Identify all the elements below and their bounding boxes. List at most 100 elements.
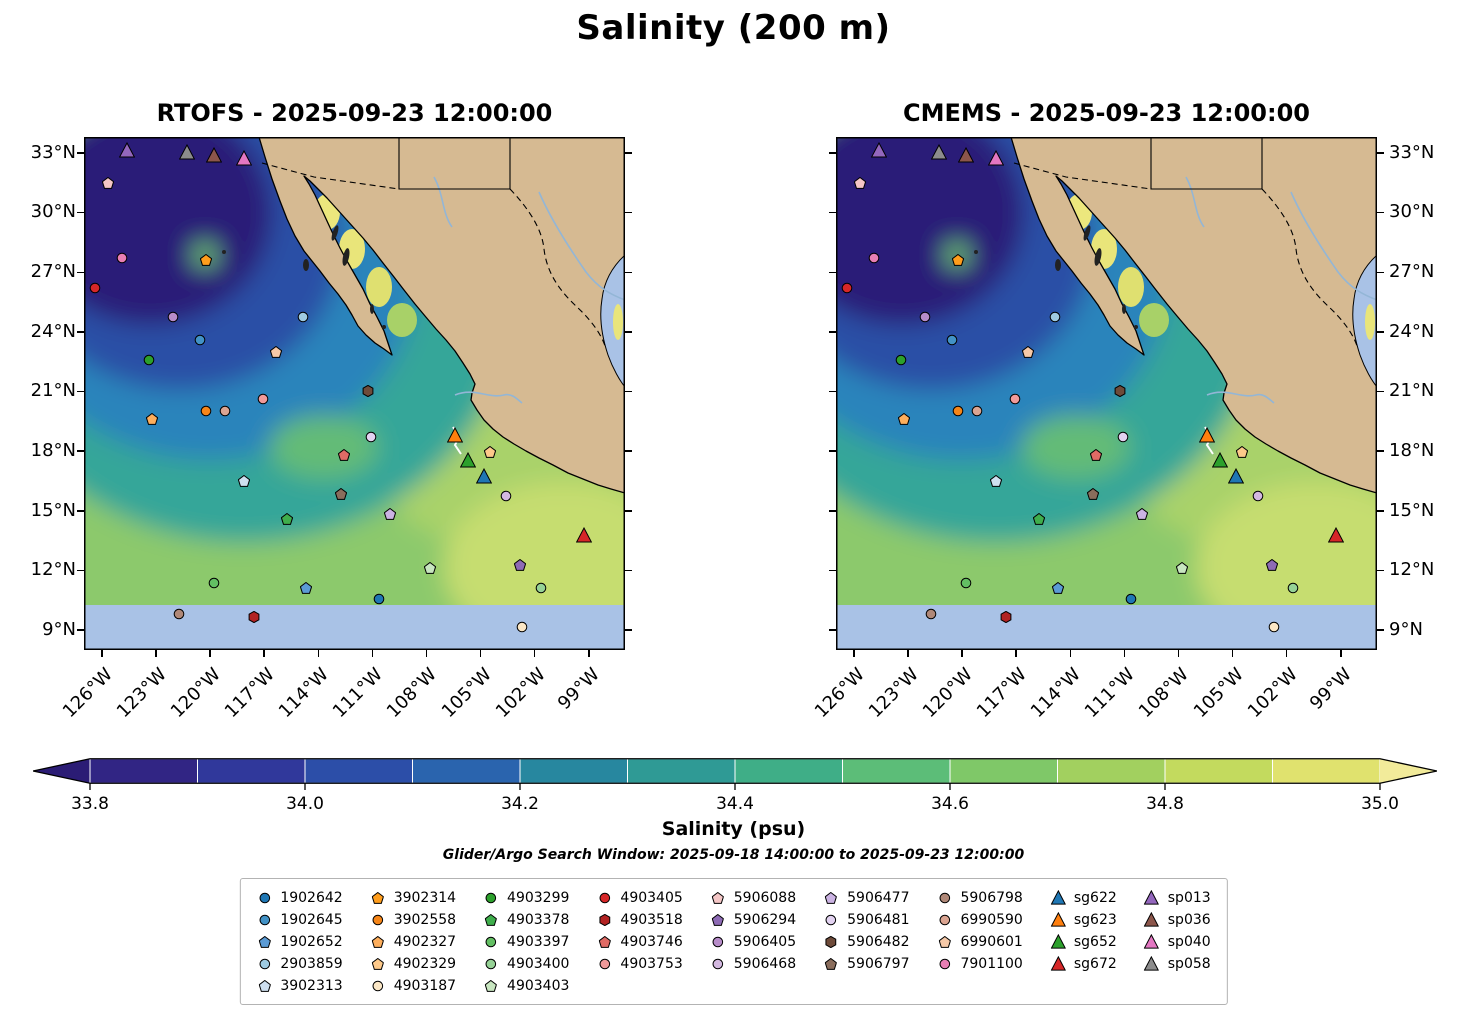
lon-tick <box>263 650 265 657</box>
map-background <box>836 137 1377 650</box>
lon-tick-label: 126°W <box>58 664 117 723</box>
lat-tick <box>829 152 836 154</box>
legend-item: sg623 <box>1050 909 1117 930</box>
float-marker-sg622 <box>1228 467 1245 484</box>
legend-item: 4903405 <box>596 887 683 908</box>
lat-tick-label: 30°N <box>1389 201 1435 223</box>
legend-item-label: 5906294 <box>733 911 797 928</box>
legend-column: 5906477 5906481 5906482 5906797 <box>823 887 909 996</box>
pentagon-marker-icon <box>256 935 272 948</box>
colorbar-label: Salinity (psu) <box>661 818 806 840</box>
float-marker-3902313 <box>989 474 1002 487</box>
lon-tick-label: 120°W <box>166 664 225 723</box>
triangle-marker-icon <box>1050 934 1066 949</box>
float-marker-4903405 <box>841 282 853 294</box>
lon-tick <box>1340 650 1342 657</box>
float-marker-1902642 <box>373 593 385 605</box>
lon-tick <box>1015 650 1017 657</box>
lon-tick-label: 108°W <box>1135 664 1194 723</box>
legend-item: 4902327 <box>370 931 456 952</box>
lon-tick <box>961 650 963 657</box>
lat-tick <box>1377 569 1384 572</box>
pentagon-marker-icon <box>710 891 726 904</box>
float-marker-sp040 <box>235 149 252 166</box>
legend-item: 5906477 <box>823 887 909 908</box>
colorbar <box>32 758 1438 791</box>
lat-tick <box>625 450 632 452</box>
lon-tick <box>209 650 211 657</box>
legend-item-label: 5906797 <box>847 955 910 972</box>
legend-item-label: 2903859 <box>280 955 343 972</box>
legend-item: 4903753 <box>596 953 683 974</box>
triangle-marker-icon <box>1144 956 1160 971</box>
lon-tick-label: 102°W <box>491 664 550 723</box>
float-marker-sp036 <box>957 146 975 163</box>
legend-item: 7901100 <box>936 953 1023 974</box>
float-marker-layer <box>84 137 625 650</box>
lon-tick <box>1069 650 1071 657</box>
triangle-marker-icon <box>1050 912 1066 927</box>
legend-column: 5906798 6990590 6990601 7901100 <box>936 887 1023 996</box>
lat-tick <box>829 569 836 572</box>
circle-marker-icon <box>256 914 272 926</box>
legend-item-label: 5906468 <box>733 955 797 972</box>
float-marker-6990601 <box>1021 346 1035 359</box>
lon-tick-label: 108°W <box>383 664 442 723</box>
float-marker-4903403 <box>424 561 437 574</box>
lon-tick-label: 123°W <box>864 664 923 723</box>
float-marker-5906294 <box>513 559 526 572</box>
political-borders <box>1013 137 1359 350</box>
lat-tick <box>77 629 84 631</box>
legend-item-label: sg652 <box>1073 933 1117 950</box>
float-marker-sp058 <box>178 144 196 160</box>
legend-item: 4903397 <box>483 931 569 952</box>
float-marker-5906405 <box>919 311 931 323</box>
legend-item: 4903403 <box>483 975 569 996</box>
lat-tick-label: 18°N <box>1389 439 1435 461</box>
pentagon-marker-icon <box>256 979 272 992</box>
float-marker-sg672 <box>576 526 593 543</box>
float-marker-4903518 <box>248 610 260 623</box>
float-marker-sg622 <box>476 467 493 484</box>
lat-tick <box>1377 629 1384 631</box>
legend-item-label: 4902327 <box>393 933 457 950</box>
legend-item-label: 4903405 <box>620 889 683 906</box>
float-marker-4903400 <box>535 582 547 594</box>
float-marker-4903299 <box>895 354 907 366</box>
float-marker-3902314 <box>951 253 964 267</box>
circle-marker-icon <box>710 936 726 948</box>
lon-tick <box>1285 650 1288 657</box>
float-marker-3902558 <box>200 405 212 417</box>
panel-title-rtofs: RTOFS - 2025-09-23 12:00:00 <box>156 99 553 127</box>
legend-item-label: 6990601 <box>960 933 1023 950</box>
float-marker-sp058 <box>930 144 948 160</box>
lon-tick <box>1177 650 1180 657</box>
legend-item: sg672 <box>1050 953 1117 974</box>
float-marker-6990590 <box>971 405 983 417</box>
float-marker-5906797 <box>1086 487 1100 500</box>
legend-item: 2903859 <box>256 953 343 974</box>
legend-item-label: sp036 <box>1167 911 1211 928</box>
float-marker-2903859 <box>1049 311 1061 323</box>
legend-item-label: 7901100 <box>960 955 1023 972</box>
float-marker-4903187 <box>1268 621 1280 633</box>
float-marker-layer <box>836 137 1377 650</box>
lat-tick <box>1377 152 1384 154</box>
lat-tick <box>77 450 84 452</box>
triangle-marker-icon <box>1144 934 1160 949</box>
float-marker-sg623 <box>446 426 463 443</box>
lat-tick-label: 9°N <box>42 618 76 640</box>
lat-tick <box>829 271 836 274</box>
map-rtofs <box>84 137 625 650</box>
legend-item-label: 6990590 <box>960 911 1023 928</box>
hexagon-marker-icon <box>823 935 839 948</box>
search-window-note: Glider/Argo Search Window: 2025-09-18 14… <box>442 847 1025 863</box>
pentagon-marker-icon <box>483 979 499 992</box>
float-marker-5906482 <box>362 384 374 398</box>
legend-item: 1902642 <box>256 887 343 908</box>
circle-marker-icon <box>710 958 726 970</box>
islands <box>974 225 1138 329</box>
legend-item-label: 4903403 <box>507 977 570 994</box>
pentagon-marker-icon <box>370 957 386 970</box>
lat-tick <box>829 390 836 393</box>
